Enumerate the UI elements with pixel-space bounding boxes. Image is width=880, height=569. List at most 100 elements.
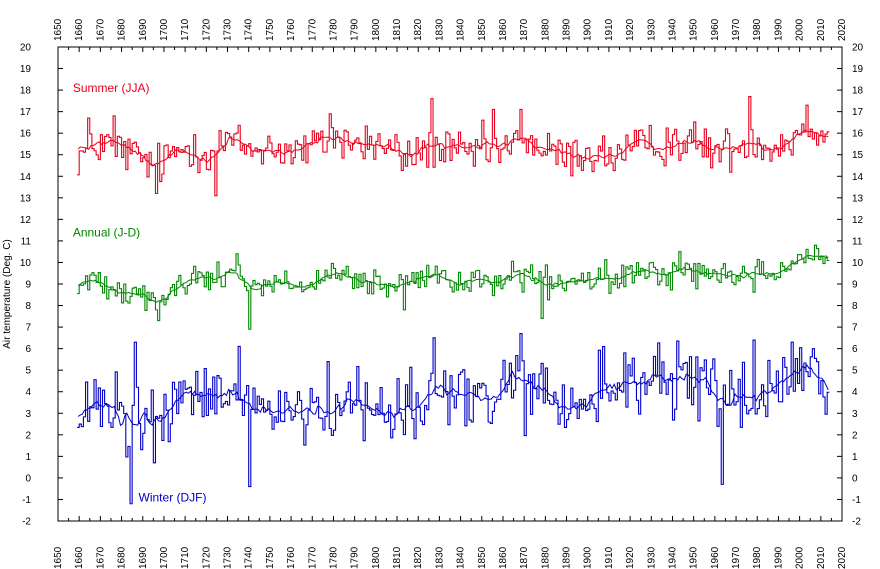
x-tick-label-bottom: 1790 [350, 546, 361, 569]
x-tick-label-bottom: 1950 [689, 546, 700, 569]
x-tick-label-bottom: 2000 [795, 546, 806, 569]
x-tick-label-bottom: 1690 [138, 546, 149, 569]
y-tick-label-right: 12 [852, 215, 864, 226]
y-tick-label-left: 5 [25, 366, 31, 377]
y-tick-label-right: 4 [852, 387, 858, 398]
winter-djf-smoothed-line [77, 364, 829, 427]
y-tick-label-right: 9 [852, 280, 858, 291]
x-tick-label-top: 1670 [95, 18, 106, 41]
x-tick-label-bottom: 1870 [519, 546, 530, 569]
y-tick-label-left: 9 [25, 280, 31, 291]
x-tick-label-top: 1740 [244, 18, 255, 41]
x-tick-label-top: 1980 [752, 18, 763, 41]
y-tick-label-right: 14 [852, 172, 864, 183]
y-tick-label-left: 1 [25, 452, 31, 463]
x-tick-label-bottom: 1900 [583, 546, 594, 569]
series-layer [77, 96, 830, 505]
x-tick-label-bottom: 1650 [53, 546, 64, 569]
x-tick-label-bottom: 1850 [477, 546, 488, 569]
y-tick-label-left: 7 [25, 323, 31, 334]
x-tick-label-top: 1700 [159, 18, 170, 41]
y-tick-label-left: 0 [25, 473, 31, 484]
x-tick-label-bottom: 1880 [540, 546, 551, 569]
x-tick-label-bottom: 1740 [244, 546, 255, 569]
x-tick-label-top: 1820 [413, 18, 424, 41]
x-tick-label-bottom: 1780 [328, 546, 339, 569]
ticks-layer [57, 46, 843, 522]
x-tick-label-top: 1720 [201, 18, 212, 41]
y-tick-label-left: 10 [20, 258, 32, 269]
x-tick-label-top: 1970 [731, 18, 742, 41]
annual-j-d-label: Annual (J-D) [73, 226, 140, 240]
y-tick-label-left: -2 [22, 517, 31, 528]
x-tick-label-top: 1810 [392, 18, 403, 41]
x-tick-label-top: 2000 [795, 18, 806, 41]
y-tick-label-left: 20 [20, 43, 32, 54]
y-tick-label-right: 16 [852, 129, 864, 140]
x-tick-label-bottom: 1820 [413, 546, 424, 569]
x-tick-label-bottom: 1800 [371, 546, 382, 569]
y-tick-label-right: 11 [852, 236, 863, 247]
x-tick-label-bottom: 1890 [562, 546, 573, 569]
annual-j-d-annual-steps [77, 244, 830, 330]
x-tick-label-bottom: 1750 [265, 546, 276, 569]
x-tick-label-bottom: 1670 [95, 546, 106, 569]
y-axis-title: Air temperature (Deg. C) [2, 239, 13, 348]
x-tick-label-top: 1910 [604, 18, 615, 41]
y-tick-label-left: 15 [20, 150, 32, 161]
x-tick-label-bottom: 1660 [74, 546, 85, 569]
y-tick-label-left: 16 [20, 129, 32, 140]
annual-j-d-smoothed-line [77, 254, 829, 303]
y-tick-label-right: 5 [852, 366, 858, 377]
x-tick-label-top: 1880 [540, 18, 551, 41]
y-tick-label-right: 1 [852, 452, 858, 463]
x-tick-label-top: 1850 [477, 18, 488, 41]
y-tick-label-left: 4 [25, 387, 31, 398]
x-tick-label-bottom: 1960 [710, 546, 721, 569]
y-tick-label-right: 15 [852, 150, 864, 161]
x-tick-label-top: 1760 [286, 18, 297, 41]
x-tick-label-top: 1790 [350, 18, 361, 41]
y-tick-label-right: 6 [852, 344, 858, 355]
x-tick-label-bottom: 1730 [223, 546, 234, 569]
x-tick-label-bottom: 1830 [434, 546, 445, 569]
x-tick-label-top: 1920 [625, 18, 636, 41]
x-tick-label-top: 1690 [138, 18, 149, 41]
y-tick-label-right: 3 [852, 409, 858, 420]
x-tick-label-top: 1780 [328, 18, 339, 41]
y-tick-label-right: 2 [852, 430, 858, 441]
x-tick-label-bottom: 1840 [456, 546, 467, 569]
x-tick-label-bottom: 1810 [392, 546, 403, 569]
x-tick-label-top: 1930 [646, 18, 657, 41]
x-tick-label-top: 1840 [456, 18, 467, 41]
y-tick-label-left: 8 [25, 301, 31, 312]
x-tick-label-top: 2020 [837, 18, 848, 41]
y-tick-label-left: 13 [20, 193, 32, 204]
y-tick-label-left: 17 [20, 107, 32, 118]
x-tick-label-top: 1660 [74, 18, 85, 41]
y-tick-label-right: 10 [852, 258, 864, 269]
y-tick-label-left: 18 [20, 86, 32, 97]
x-tick-label-bottom: 2010 [816, 546, 827, 569]
x-tick-label-top: 1900 [583, 18, 594, 41]
y-tick-label-left: 14 [20, 172, 32, 183]
y-tick-label-left: 3 [25, 409, 31, 420]
x-tick-label-bottom: 1680 [117, 546, 128, 569]
summer-jja-annual-steps [77, 96, 830, 197]
y-tick-label-right: 7 [852, 323, 858, 334]
x-tick-label-bottom: 1770 [307, 546, 318, 569]
x-tick-label-bottom: 1980 [752, 546, 763, 569]
y-tick-label-right: 20 [852, 43, 864, 54]
x-tick-label-bottom: 1760 [286, 546, 297, 569]
y-tick-label-right: 19 [852, 64, 864, 75]
y-tick-label-right: 0 [852, 473, 858, 484]
x-tick-label-bottom: 1940 [667, 546, 678, 569]
x-tick-label-top: 1650 [53, 18, 64, 41]
x-tick-label-bottom: 1990 [773, 546, 784, 569]
x-tick-label-top: 1730 [223, 18, 234, 41]
y-tick-label-left: 2 [25, 430, 31, 441]
x-tick-label-top: 1960 [710, 18, 721, 41]
winter-djf-label: Winter (DJF) [139, 491, 207, 505]
x-tick-label-bottom: 1710 [180, 546, 191, 569]
